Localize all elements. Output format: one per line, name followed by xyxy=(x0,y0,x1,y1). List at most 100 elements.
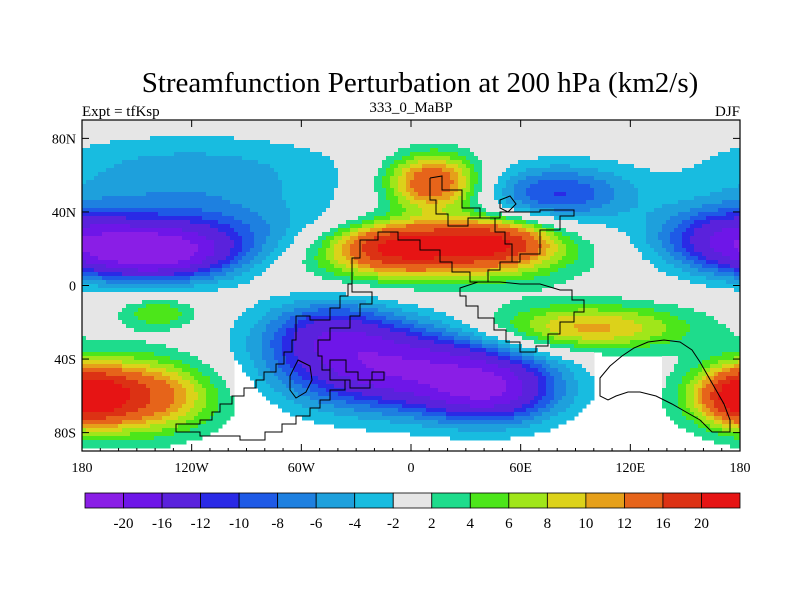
contour-cell xyxy=(558,336,563,341)
contour-cell xyxy=(314,352,319,377)
contour-cell xyxy=(438,220,443,225)
contour-cell xyxy=(386,224,391,229)
contour-cell xyxy=(546,120,551,157)
x-axis: 180 120W 60W 0 60E 120E 180 xyxy=(72,120,751,476)
contour-cell xyxy=(378,304,383,313)
contour-cell xyxy=(138,120,143,141)
contour-cell xyxy=(550,208,555,217)
contour-cell xyxy=(314,376,319,385)
contour-cell xyxy=(426,412,431,417)
contour-cell xyxy=(302,300,307,309)
contour-cell xyxy=(578,276,583,297)
contour-cell xyxy=(442,224,447,229)
contour-cell xyxy=(522,120,527,161)
contour-cell xyxy=(114,436,119,441)
contour-cell xyxy=(466,160,471,169)
contour-cell xyxy=(318,248,323,269)
contour-cell xyxy=(346,408,351,417)
contour-cell xyxy=(146,416,151,421)
contour-cell xyxy=(274,320,279,333)
contour-cell xyxy=(438,224,443,229)
contour-cell xyxy=(166,348,171,357)
contour-cell xyxy=(534,368,539,377)
contour-cell xyxy=(182,404,187,417)
contour-cell xyxy=(510,412,515,417)
contour-cell xyxy=(90,120,95,145)
contour-cell xyxy=(210,220,215,229)
contour-cell xyxy=(582,316,587,325)
contour-cell xyxy=(290,120,295,145)
contour-cell xyxy=(318,336,323,361)
contour-cell xyxy=(446,316,451,325)
colorbar-swatch xyxy=(469,492,510,509)
contour-cell xyxy=(398,204,403,217)
contour-cell xyxy=(546,324,551,329)
contour-cell xyxy=(406,148,411,157)
contour-cell xyxy=(534,416,539,425)
contour-cell xyxy=(522,368,527,405)
contour-cell xyxy=(498,276,503,285)
contour-cell xyxy=(494,236,499,253)
contour-cell xyxy=(738,184,740,201)
contour-cell xyxy=(574,120,579,157)
contour-cell xyxy=(334,228,339,233)
contour-cell xyxy=(402,232,407,237)
contour-cell xyxy=(446,276,451,281)
contour-cell xyxy=(734,292,739,337)
contour-cell xyxy=(102,280,107,289)
contour-cell xyxy=(238,252,243,261)
contour-cell xyxy=(326,384,331,393)
contour-cell xyxy=(506,264,511,269)
contour-cell xyxy=(226,288,231,389)
contour-cell xyxy=(426,236,431,261)
contour-cell xyxy=(154,272,159,277)
contour-cell xyxy=(310,152,315,225)
contour-cell xyxy=(458,420,463,425)
contour-cell xyxy=(274,332,279,361)
contour-cell xyxy=(714,364,719,369)
contour-cell xyxy=(734,356,739,365)
contour-cell xyxy=(170,288,175,293)
contour-cell xyxy=(174,268,179,273)
contour-cell xyxy=(254,140,259,161)
coastline-patagonia xyxy=(289,359,313,399)
contour-cell xyxy=(122,160,127,197)
contour-cell xyxy=(166,420,171,429)
contour-cell xyxy=(450,180,455,185)
contour-cell xyxy=(394,216,399,221)
contour-cell xyxy=(286,296,291,305)
contour-cell xyxy=(414,304,419,313)
contour-cell xyxy=(702,276,707,285)
contour-cell xyxy=(222,224,227,233)
contour-cell xyxy=(494,344,499,349)
contour-cell xyxy=(86,364,91,369)
contour-cell xyxy=(534,424,539,433)
contour-cell xyxy=(598,344,603,349)
contour-cell xyxy=(446,420,451,425)
contour-cell xyxy=(422,316,427,325)
contour-cell xyxy=(110,360,115,365)
contour-cell xyxy=(714,416,719,421)
contour-cell xyxy=(118,376,123,385)
contour-cell xyxy=(542,172,547,181)
contour-cell xyxy=(86,420,91,425)
contour-cell xyxy=(366,352,371,369)
contour-cell xyxy=(526,336,531,341)
contour-cell xyxy=(442,324,447,329)
contour-cell xyxy=(730,200,735,209)
contour-cell xyxy=(274,120,279,145)
contour-cell xyxy=(590,376,595,401)
contour-cell xyxy=(354,332,359,381)
contour-cell xyxy=(130,220,135,229)
contour-cell xyxy=(182,292,187,305)
contour-cell xyxy=(258,252,263,265)
contour-cell xyxy=(686,168,691,201)
contour-cell xyxy=(702,268,707,273)
contour-cell xyxy=(690,368,695,381)
contour-cell xyxy=(374,388,379,397)
contour-cell xyxy=(94,364,99,369)
contour-cell xyxy=(446,120,451,145)
contour-cell xyxy=(486,408,491,413)
contour-cell xyxy=(510,280,515,293)
contour-cell xyxy=(386,340,391,357)
